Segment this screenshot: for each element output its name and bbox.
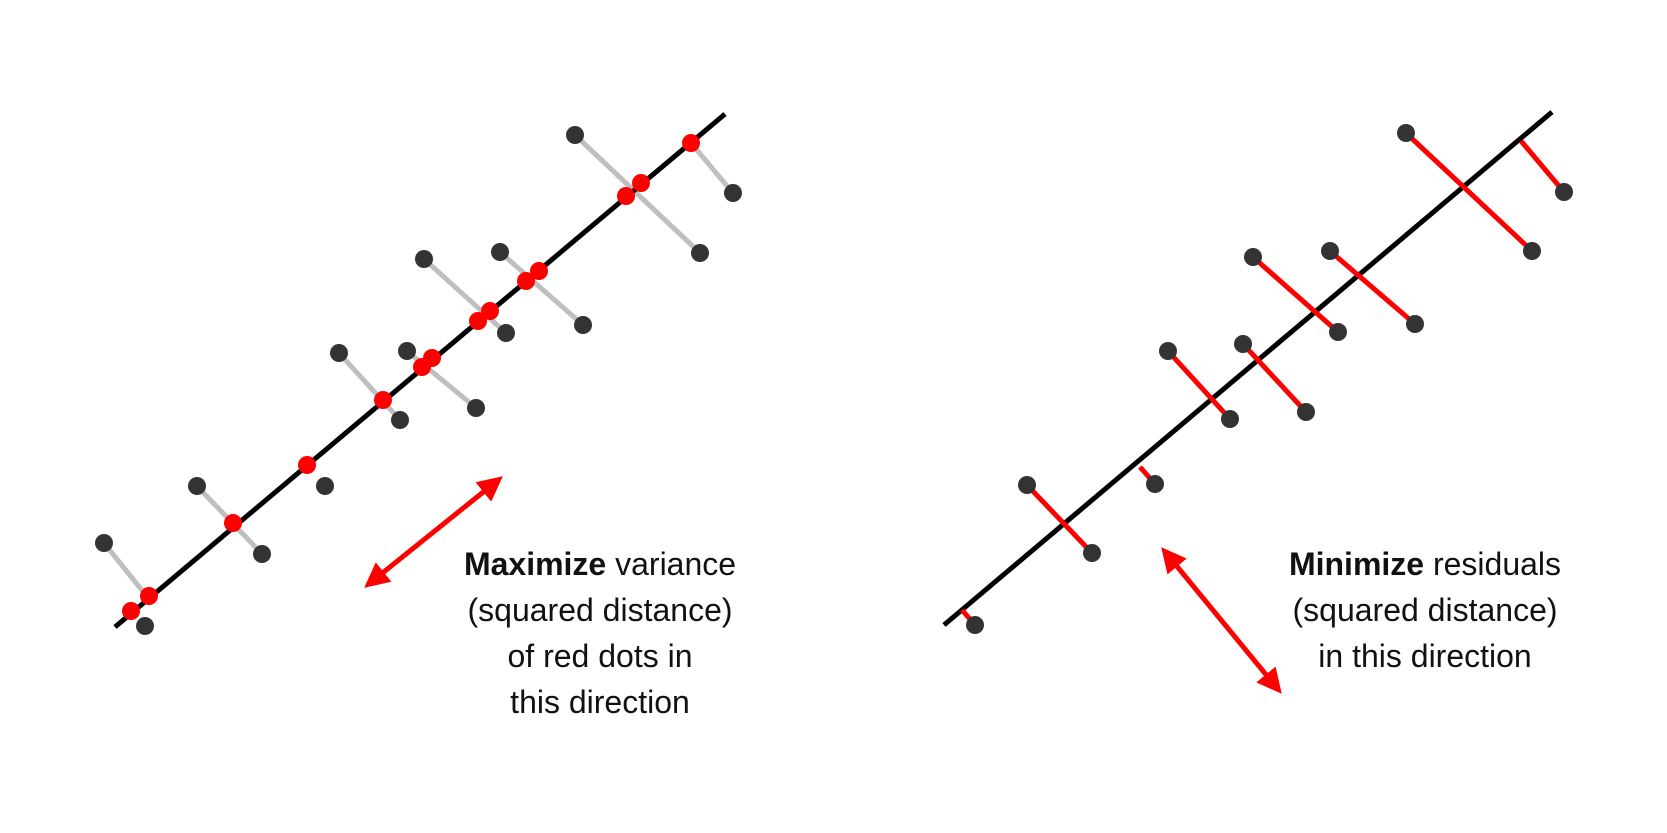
- data-point: [1329, 323, 1347, 341]
- data-point: [966, 616, 984, 634]
- projected-point: [517, 272, 535, 290]
- left-panel: [95, 112, 742, 635]
- left-projected-points: [122, 134, 700, 620]
- data-point: [574, 316, 592, 334]
- data-point: [1555, 183, 1573, 201]
- data-point: [316, 477, 334, 495]
- projected-point: [617, 187, 635, 205]
- projected-point: [140, 587, 158, 605]
- data-point: [467, 399, 485, 417]
- projected-point: [374, 391, 392, 409]
- right-caption-bold-word: Minimize: [1288, 546, 1425, 582]
- projected-point: [122, 602, 140, 620]
- projection-segment: [101, 540, 152, 602]
- residual-segment: [1166, 349, 1232, 421]
- data-point: [1523, 242, 1541, 260]
- residual-segment: [1404, 131, 1534, 253]
- residual-segment: [1025, 483, 1094, 555]
- projected-point: [469, 312, 487, 330]
- residual-segment: [1328, 249, 1417, 326]
- principal-axis-line: [942, 110, 1554, 627]
- double-headed-arrow-icon: [1161, 547, 1282, 694]
- data-point: [497, 324, 515, 342]
- data-point: [1297, 403, 1315, 421]
- data-point: [1234, 335, 1252, 353]
- projected-point: [632, 174, 650, 192]
- right-caption-line3: in this direction: [1318, 638, 1532, 674]
- data-point: [1397, 124, 1415, 142]
- data-point: [398, 342, 416, 360]
- data-point: [330, 344, 348, 362]
- projection-segment: [421, 256, 509, 336]
- projection-segment: [572, 132, 703, 256]
- left-caption-line1: Maximize variance: [430, 541, 770, 587]
- projection-segment: [336, 350, 403, 423]
- data-point: [95, 534, 113, 552]
- projected-point: [423, 349, 441, 367]
- data-point: [136, 617, 154, 635]
- projection-segment: [497, 249, 586, 328]
- data-point: [1083, 544, 1101, 562]
- residual-segment: [1251, 255, 1340, 334]
- left-caption-bold-word: Maximize: [463, 546, 607, 582]
- projected-point: [682, 134, 700, 152]
- data-point: [724, 184, 742, 202]
- data-point: [491, 243, 509, 261]
- data-point: [1221, 410, 1239, 428]
- residual-segment: [1241, 342, 1308, 414]
- residual-segments: [960, 131, 1566, 627]
- left-caption-line2: (squared distance): [467, 592, 733, 628]
- right-panel: [942, 110, 1573, 694]
- data-point: [1018, 476, 1036, 494]
- data-point: [391, 411, 409, 429]
- projected-point: [481, 302, 499, 320]
- projected-point: [530, 262, 548, 280]
- left-data-points: [95, 126, 742, 635]
- data-point: [253, 545, 271, 563]
- data-point: [1159, 342, 1177, 360]
- right-data-points: [966, 124, 1573, 634]
- left-caption-line3: of red dots in: [507, 638, 693, 674]
- left-caption-line1-rest: variance: [606, 546, 737, 582]
- right-caption-line1-rest: residuals: [1424, 546, 1562, 582]
- right-caption: Minimize residuals (squared distance) in…: [1255, 541, 1595, 679]
- right-caption-line1: Minimize residuals: [1255, 541, 1595, 587]
- data-point: [1406, 315, 1424, 333]
- data-point: [415, 250, 433, 268]
- residual-segment: [1519, 139, 1566, 194]
- right-caption-line2: (squared distance): [1292, 592, 1558, 628]
- double-headed-arrow-icon: [364, 476, 503, 588]
- projection-segment: [688, 140, 736, 196]
- data-point: [188, 477, 206, 495]
- left-caption: Maximize variance (squared distance) of …: [430, 541, 770, 725]
- data-point: [566, 126, 584, 144]
- left-caption-line4: this direction: [510, 684, 690, 720]
- data-point: [691, 244, 709, 262]
- projected-point: [298, 456, 316, 474]
- data-point: [1244, 248, 1262, 266]
- data-point: [1321, 242, 1339, 260]
- projected-point: [224, 514, 242, 532]
- data-point: [1146, 475, 1164, 493]
